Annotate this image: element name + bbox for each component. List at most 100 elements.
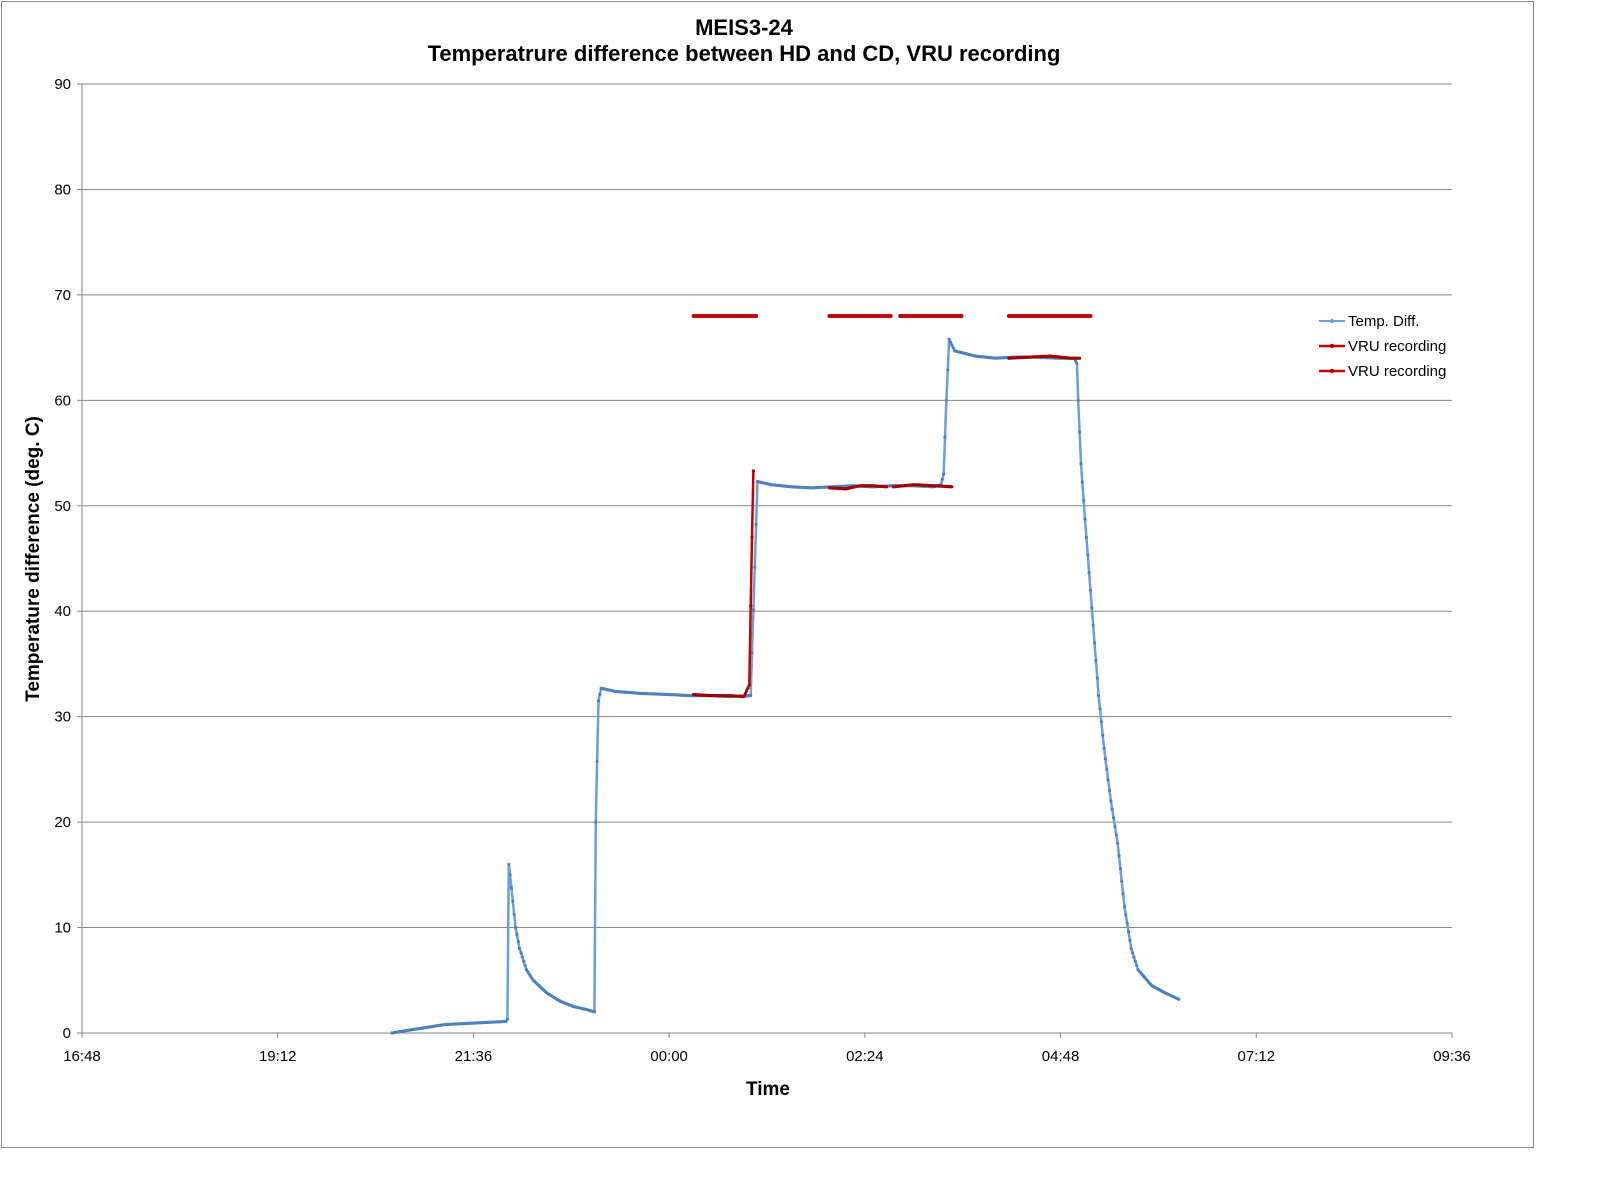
temp-diff-point	[1098, 707, 1102, 711]
vru-recording-point	[747, 683, 751, 687]
temp-diff-point	[509, 886, 514, 890]
vru-recording-point	[950, 485, 954, 489]
x-tick-label: 19:12	[259, 1048, 297, 1065]
chart-title-line2: Temperatrure difference between HD and C…	[428, 41, 1061, 66]
temp-diff-point	[518, 947, 522, 951]
temp-diff-point	[1135, 963, 1139, 968]
temp-diff-point	[507, 862, 511, 866]
temp-diff-point	[1125, 921, 1129, 925]
temp-diff-point	[1107, 788, 1112, 793]
y-tick-label: 80	[54, 181, 71, 198]
temp-diff-point	[1126, 930, 1131, 934]
temp-diff-point	[1124, 913, 1128, 917]
y-tick-label: 40	[54, 603, 71, 620]
temp-diff-point	[1109, 799, 1113, 803]
x-tick-label: 09:36	[1433, 1048, 1471, 1065]
y-tick-label: 10	[54, 920, 71, 937]
temp-diff-point	[1101, 733, 1105, 737]
temp-diff-point	[1106, 778, 1110, 782]
temp-diff-point	[940, 477, 944, 481]
y-tick-label: 90	[54, 76, 71, 93]
temp-diff-point	[951, 346, 955, 350]
y-tick-label: 20	[54, 814, 71, 831]
temp-diff-point	[1090, 606, 1094, 610]
gridlines	[82, 83, 1452, 929]
temp-diff-point	[505, 1017, 509, 1021]
temp-diff-point	[1088, 588, 1093, 592]
temp-diff-point	[942, 472, 946, 476]
temp-diff-point	[1120, 879, 1124, 883]
temp-diff-point	[1129, 947, 1133, 951]
temp-diff-point	[1094, 658, 1098, 663]
temp-diff-point	[514, 926, 518, 930]
x-axis-title: Time	[746, 1079, 790, 1100]
temp-diff-point	[950, 343, 954, 347]
temp-diff-point	[1083, 517, 1087, 521]
vru-recording-point	[750, 535, 754, 540]
temp-diff-point	[943, 435, 947, 439]
temp-diff-point	[1075, 361, 1079, 365]
temp-diff-point	[508, 873, 512, 877]
temp-diff-point	[512, 912, 516, 917]
vru-recording-point	[746, 686, 750, 690]
temp-diff-point	[1118, 866, 1122, 871]
temp-diff-point	[1102, 746, 1106, 750]
vru-marker-row-point	[754, 314, 759, 318]
temp-diff-point	[948, 340, 953, 344]
temp-diff-point	[753, 565, 757, 569]
y-tick-label: 50	[54, 498, 71, 515]
temp-diff-point	[944, 398, 949, 402]
temp-diff-point	[523, 963, 527, 968]
temp-diff-point	[1095, 676, 1099, 680]
temp-diff-point	[1092, 641, 1097, 645]
temp-diff-point	[596, 699, 601, 703]
temp-diff-point	[1131, 951, 1135, 955]
axes: 0 10 20 30 40 50 60 70 80 90 16:48 19:12 21:36 00:00 0…	[54, 76, 1470, 1065]
temp-diff-point	[1079, 462, 1083, 466]
chart-canvas: MEIS3-24 Temperatrure difference between…	[23, 15, 1471, 1100]
y-tick-label: 0	[63, 1025, 71, 1042]
temp-diff-point	[1112, 816, 1116, 820]
legend-swatch-marker	[1329, 343, 1335, 349]
temp-diff-point	[751, 608, 756, 612]
x-tick-label: 16:48	[63, 1048, 101, 1065]
legend-swatch-marker	[1329, 318, 1335, 324]
legend: Temp. Diff. VRU recording VRU recording	[1319, 313, 1446, 380]
temp-diff-point	[1103, 757, 1107, 761]
temp-diff-point	[1105, 767, 1109, 772]
temp-diff-point	[1084, 535, 1088, 540]
temp-diff-point	[1132, 955, 1136, 959]
legend-swatch-marker	[1329, 368, 1335, 374]
temp-diff-point	[1080, 480, 1084, 484]
temp-diff-point	[511, 899, 515, 903]
legend-label: VRU recording	[1348, 363, 1446, 380]
temp-diff-point	[1091, 623, 1095, 627]
temp-diff-point	[516, 940, 520, 944]
chart-title-line1: MEIS3-24	[695, 15, 794, 40]
vru-marker-row-point	[959, 314, 964, 318]
x-tick-label: 02:24	[846, 1048, 884, 1065]
x-tick-label: 21:36	[455, 1048, 493, 1065]
temp-diff-point	[1076, 398, 1080, 402]
temp-diff-point	[1086, 553, 1090, 557]
y-tick-label: 70	[54, 287, 71, 304]
temp-diff-point	[1110, 807, 1114, 812]
x-tick-label: 04:48	[1042, 1048, 1080, 1065]
temp-diff-point	[1097, 694, 1101, 698]
temp-diff-point	[522, 959, 526, 963]
temp-diff-point	[1114, 833, 1118, 837]
vru-recording-line	[693, 470, 755, 698]
y-axis-title: Temperature difference (deg. C)	[23, 416, 44, 702]
temp-diff-point	[1099, 720, 1103, 724]
vru-recording-point	[751, 469, 756, 473]
chart-frame: MEIS3-24 Temperatrure difference between…	[1, 1, 1534, 1148]
y-tick-label: 60	[54, 392, 71, 409]
vru-recording-point	[749, 604, 753, 608]
vru-recording-point	[745, 689, 749, 693]
temp-diff-point	[750, 651, 754, 655]
temp-diff-point	[1073, 359, 1078, 363]
temp-diff-point	[594, 820, 598, 824]
temp-diff-point	[1117, 854, 1121, 858]
temp-diff-point	[1113, 824, 1117, 828]
temp-diff-point	[520, 955, 525, 959]
